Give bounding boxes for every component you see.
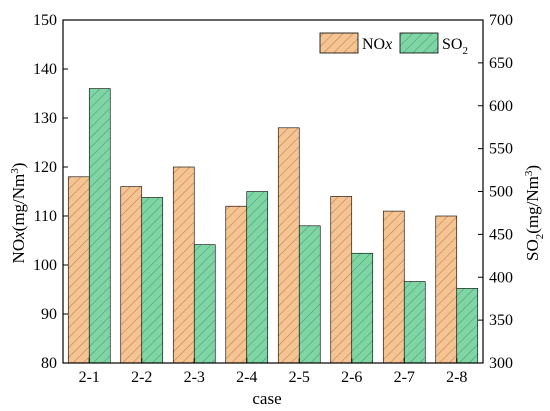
bars-group: [67, 88, 479, 364]
right-tick-label: 500: [489, 184, 513, 201]
bar-so2-2-2: [141, 197, 164, 364]
x-axis-ticks: 2-1 2-2 2-3 2-4 2-5 2-6 2-7 2-8: [79, 358, 467, 386]
right-tick-label: 300: [489, 355, 513, 372]
legend-swatch-so2: [399, 32, 439, 54]
legend-label-so2: SO2: [442, 36, 468, 57]
bar-nox-2-6: [330, 196, 353, 364]
left-axis-ticks: 80 90 100 110 120 130 140 150: [33, 12, 68, 372]
left-tick-label: 120: [33, 159, 57, 176]
bar-so2-2-5: [298, 225, 321, 364]
bar-so2-2-8: [456, 288, 479, 364]
right-axis-title: SO2(mg/Nm3): [523, 165, 546, 261]
right-tick-label: 400: [489, 269, 513, 286]
left-tick-label: 80: [41, 355, 57, 372]
x-tick-label: 2-1: [79, 369, 100, 386]
bar-so2-2-1: [88, 88, 111, 364]
left-tick-label: 150: [33, 12, 57, 29]
left-tick-label: 100: [33, 257, 57, 274]
x-axis-title: case: [252, 389, 281, 408]
x-tick-label: 2-4: [236, 369, 257, 386]
left-tick-label: 110: [34, 208, 57, 225]
bar-nox-2-4: [225, 205, 248, 364]
bar-nox-2-2: [120, 186, 143, 364]
right-tick-label: 350: [489, 312, 513, 329]
left-tick-label: 130: [33, 110, 57, 127]
legend-label-nox: NOx: [362, 36, 392, 53]
bar-nox-2-5: [277, 127, 300, 364]
bar-nox-2-8: [435, 215, 458, 364]
right-tick-label: 550: [489, 141, 513, 158]
bar-so2-2-3: [193, 244, 216, 364]
legend-swatch-nox: [319, 32, 359, 54]
bar-so2-2-4: [246, 191, 269, 364]
right-axis-ticks: 300 350 400 450 500 550 600 650 700: [478, 12, 513, 372]
x-tick-label: 2-5: [289, 369, 310, 386]
bar-so2-2-7: [403, 281, 426, 364]
right-tick-label: 600: [489, 98, 513, 115]
left-tick-label: 90: [41, 306, 57, 323]
bar-nox-2-1: [67, 176, 90, 364]
left-tick-label: 140: [33, 61, 57, 78]
legend: NOx SO2: [319, 32, 468, 57]
x-tick-label: 2-2: [131, 369, 152, 386]
left-axis-title: NOx(mg/Nm3): [9, 163, 28, 264]
right-tick-label: 450: [489, 226, 513, 243]
x-tick-label: 2-8: [446, 369, 467, 386]
x-tick-label: 2-6: [341, 369, 362, 386]
bar-so2-2-6: [351, 252, 374, 364]
bar-nox-2-3: [172, 166, 195, 364]
right-tick-label: 700: [489, 12, 513, 29]
x-tick-label: 2-7: [394, 369, 415, 386]
bar-nox-2-7: [382, 210, 405, 364]
right-tick-label: 650: [489, 55, 513, 72]
x-tick-label: 2-3: [184, 369, 205, 386]
